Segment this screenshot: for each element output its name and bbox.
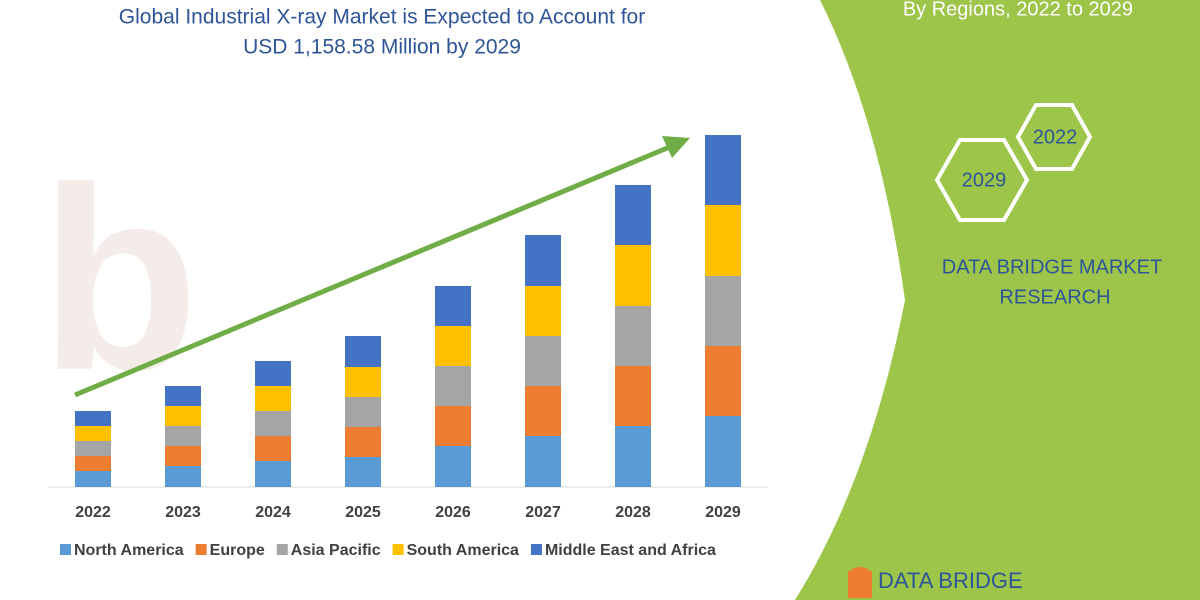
legend-label: Asia Pacific	[291, 542, 381, 559]
hexagon-label: 2029	[962, 169, 1007, 191]
bar-segment	[435, 326, 471, 366]
bar-segment	[705, 276, 741, 346]
logo-icon	[848, 567, 872, 598]
bar-segment	[525, 235, 561, 286]
bar-segment	[435, 366, 471, 406]
x-tick-label: 2023	[165, 504, 201, 521]
x-tick-label: 2022	[75, 504, 111, 521]
bar-segment	[165, 446, 201, 466]
legend-swatch	[276, 544, 288, 555]
bar-segment	[705, 416, 741, 487]
bar-segment	[435, 446, 471, 487]
logo-text: DATA BRIDGE	[878, 568, 1023, 593]
side-heading: By Regions, 2022 to 2029	[903, 0, 1133, 20]
x-tick-label: 2026	[435, 504, 471, 521]
bar-segment	[435, 406, 471, 446]
bar-segment	[705, 205, 741, 276]
legend-swatch	[530, 544, 542, 555]
x-tick-label: 2028	[615, 504, 651, 521]
bar-segment	[615, 306, 651, 366]
bar-segment	[255, 411, 291, 436]
bar-segment	[75, 456, 111, 471]
legend-swatch	[60, 544, 71, 555]
bar-segment	[345, 397, 381, 427]
bar-segment	[75, 441, 111, 456]
bar-segment	[75, 426, 111, 441]
bar-segment	[345, 427, 381, 457]
bar-segment	[525, 286, 561, 336]
bar-segment	[255, 386, 291, 411]
bar-segment	[705, 135, 741, 205]
bar-segment	[615, 426, 651, 487]
bar-segment	[75, 471, 111, 487]
x-tick-label: 2024	[255, 504, 291, 521]
bar-segment	[165, 426, 201, 446]
bar-segment	[255, 461, 291, 487]
bar-segment	[345, 336, 381, 367]
bar-segment	[165, 406, 201, 426]
hexagon-label: 2022	[1033, 126, 1078, 148]
brand-text: DATA BRIDGE MARKET	[942, 256, 1162, 278]
x-tick-label: 2027	[525, 504, 561, 521]
chart-title: Global Industrial X-ray Market is Expect…	[119, 6, 645, 29]
bar-segment	[615, 366, 651, 426]
bar-segment	[525, 436, 561, 487]
bar-segment	[615, 185, 651, 245]
side-panel-bg	[795, 0, 1200, 600]
bar-segment	[345, 457, 381, 487]
bar-segment	[345, 367, 381, 397]
bar-segment	[255, 436, 291, 461]
watermark-mark: b	[40, 135, 199, 425]
brand-text: RESEARCH	[999, 286, 1110, 308]
bar-segment	[75, 411, 111, 426]
bar-segment	[165, 466, 201, 487]
bar-segment	[705, 346, 741, 416]
legend-label: Middle East and Africa	[545, 542, 716, 559]
bar-segment	[255, 361, 291, 386]
legend-label: Europe	[210, 542, 265, 559]
bar-segment	[525, 336, 561, 386]
hexagon	[1015, 103, 1093, 171]
bar-segment	[525, 386, 561, 436]
trend-arrowhead	[662, 136, 690, 158]
bar-segment	[615, 245, 651, 306]
bar-segment	[435, 286, 471, 326]
legend-swatch	[195, 544, 207, 555]
chart-subtitle: USD 1,158.58 Million by 2029	[243, 36, 521, 59]
hexagon	[934, 138, 1030, 222]
trend-arrow	[74, 143, 673, 398]
x-tick-label: 2029	[705, 504, 741, 521]
legend-swatch	[392, 544, 404, 555]
legend-label: South America	[407, 542, 519, 559]
bar-segment	[165, 386, 201, 406]
x-tick-label: 2025	[345, 504, 381, 521]
legend-label: North America	[74, 542, 184, 559]
